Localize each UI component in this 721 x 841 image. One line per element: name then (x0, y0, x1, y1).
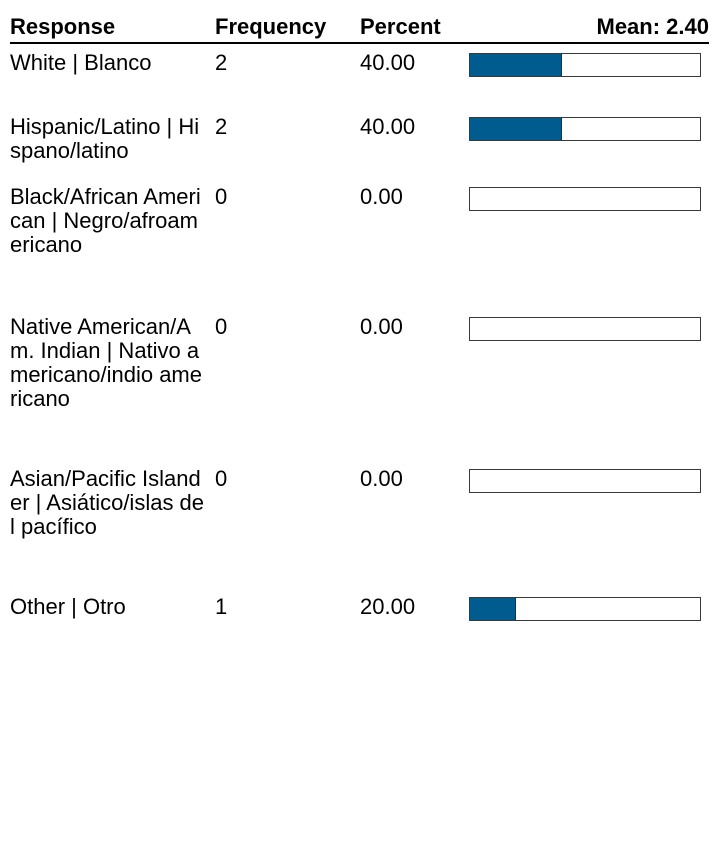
bar-track (469, 597, 701, 621)
bar-track (469, 187, 701, 211)
percent-column-header: Percent (360, 14, 441, 39)
response-label: Native American/Am. Indian | Nativo amer… (10, 314, 202, 411)
percent-value: 0.00 (360, 466, 403, 491)
table-row: Other | Otro 1 20.00 (10, 588, 709, 628)
percent-value: 40.00 (360, 114, 416, 139)
table-row: Hispanic/Latino | Hispano/latino 2 40.00 (10, 108, 709, 178)
response-label: Asian/Pacific Islander | Asiático/islas … (10, 466, 205, 539)
bar (470, 598, 516, 620)
table-header: Response Frequency Percent Mean: 2.40 (10, 8, 709, 44)
bar-track (469, 53, 701, 77)
frequency-value: 2 (215, 114, 228, 139)
response-label: White | Blanco (10, 50, 152, 75)
table-row: Asian/Pacific Islander | Asiático/islas … (10, 460, 709, 588)
bar-track (469, 469, 701, 493)
response-table: Response Frequency Percent Mean: 2.40 Wh… (10, 8, 709, 628)
response-label: Other | Otro (10, 594, 126, 619)
bar (470, 118, 562, 140)
bar-track (469, 117, 701, 141)
table-row: White | Blanco 2 40.00 (10, 44, 709, 108)
bar-track (469, 317, 701, 341)
response-label: Black/African American | Negro/afroameri… (10, 184, 201, 257)
percent-value: 0.00 (360, 184, 403, 209)
percent-value: 20.00 (360, 594, 416, 619)
mean-value: Mean: 2.40 (596, 14, 710, 39)
frequency-value: 0 (215, 184, 228, 209)
table-row: Native American/Am. Indian | Nativo amer… (10, 308, 709, 460)
response-column-header: Response (10, 14, 116, 39)
frequency-value: 0 (215, 314, 228, 339)
bar (470, 54, 562, 76)
frequency-value: 0 (215, 466, 228, 491)
percent-value: 0.00 (360, 314, 403, 339)
percent-value: 40.00 (360, 50, 416, 75)
frequency-value: 1 (215, 594, 228, 619)
table-row: Black/African American | Negro/afroameri… (10, 178, 709, 308)
response-label: Hispanic/Latino | Hispano/latino (10, 114, 200, 163)
frequency-column-header: Frequency (215, 14, 327, 39)
frequency-value: 2 (215, 50, 228, 75)
